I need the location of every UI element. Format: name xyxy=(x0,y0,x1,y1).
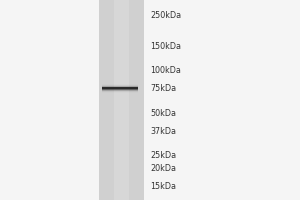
Text: 75kDa: 75kDa xyxy=(150,84,176,93)
Text: 100kDa: 100kDa xyxy=(150,66,181,75)
Text: 250kDa: 250kDa xyxy=(150,11,181,20)
Text: 37kDa: 37kDa xyxy=(150,127,176,136)
Text: 25kDa: 25kDa xyxy=(150,151,176,160)
Bar xyxy=(99,0,144,200)
Text: 20kDa: 20kDa xyxy=(150,164,176,173)
Bar xyxy=(114,0,129,200)
Text: 150kDa: 150kDa xyxy=(150,42,181,51)
Text: 50kDa: 50kDa xyxy=(150,109,176,118)
Text: 15kDa: 15kDa xyxy=(150,182,176,191)
